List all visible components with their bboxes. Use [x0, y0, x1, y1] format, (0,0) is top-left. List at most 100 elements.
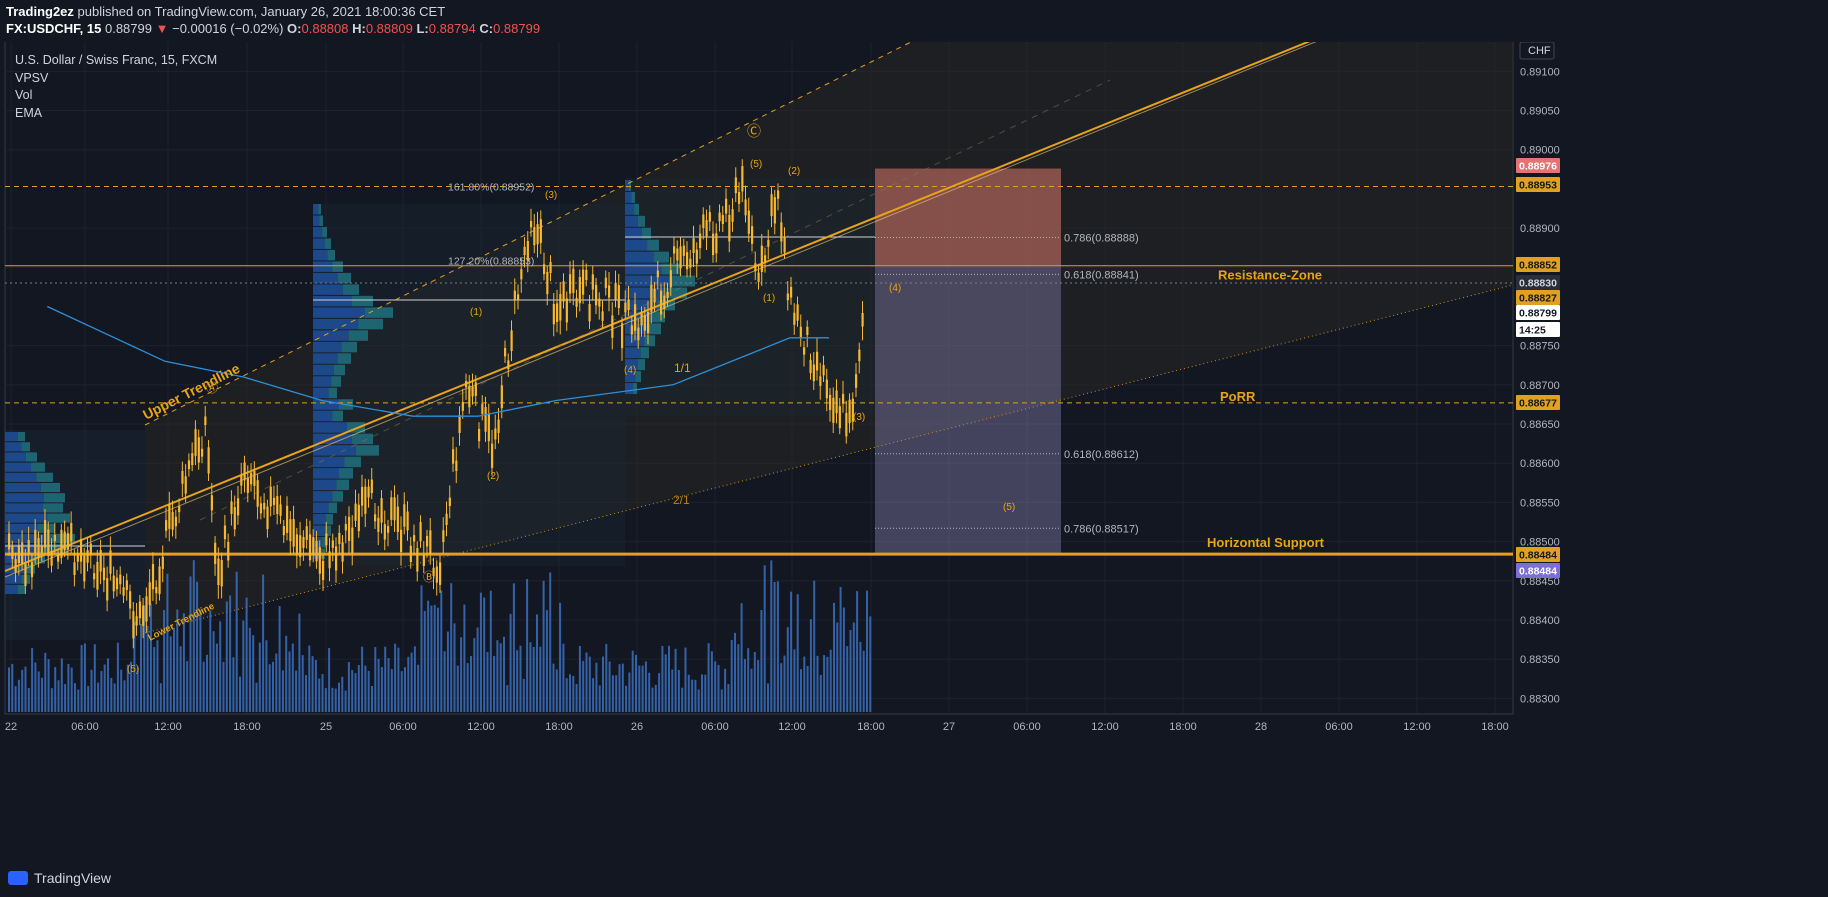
volume-bar — [542, 580, 545, 712]
candle-body — [210, 495, 213, 511]
candle-body — [728, 214, 731, 242]
volume-bar — [450, 583, 453, 712]
volume-bar — [842, 607, 845, 712]
close-value: 0.88799 — [493, 21, 541, 36]
candle-body — [835, 390, 838, 414]
vpsv-profile-1-bar — [5, 533, 51, 544]
volume-bar — [598, 685, 601, 712]
candle-body — [161, 556, 164, 569]
candle-body — [549, 262, 552, 273]
candle-body — [148, 582, 151, 605]
candle-body — [777, 190, 780, 199]
volume-bar — [116, 642, 119, 712]
volume-bar — [470, 655, 472, 712]
vpsv-profile-1-bar — [18, 584, 25, 594]
candle-body — [494, 428, 497, 440]
volume-bar — [856, 591, 859, 712]
ratio-label-1-1: 1/1 — [674, 361, 691, 375]
candle-body — [851, 398, 854, 422]
volume-bar — [529, 642, 532, 712]
candle-body — [806, 326, 809, 336]
candle-body — [194, 429, 197, 456]
volume-bar — [869, 616, 872, 712]
vpsv-profile-2-bar — [313, 376, 332, 387]
volume-bar — [826, 656, 829, 712]
volume-bar — [288, 651, 291, 712]
volume-bar — [206, 654, 208, 712]
volume-bar — [314, 660, 317, 712]
symbol-ticker[interactable]: FX:USDCHF, 15 — [6, 21, 102, 36]
vpsv-profile-1-bar — [5, 503, 43, 513]
vpsv-profile-1-bar — [37, 523, 55, 533]
volume-bar — [737, 644, 740, 712]
vpsv-profile-3-bar — [647, 239, 659, 251]
volume-bar — [710, 651, 713, 712]
candle-body — [604, 277, 607, 289]
vpsv-profile-2-bar — [313, 445, 356, 456]
candle-body — [627, 299, 630, 311]
candle-body — [429, 530, 432, 555]
volume-bar — [354, 673, 357, 712]
volume-bar — [97, 682, 100, 712]
vpsv-profile-1-bar — [5, 432, 18, 442]
candle-body — [562, 281, 565, 302]
vpsv-profile-3-bar — [670, 275, 695, 287]
candle-body — [591, 274, 594, 290]
candle-body — [217, 558, 220, 586]
vpsv-profile-3-bar — [631, 191, 635, 203]
x-tick-label: 27 — [943, 721, 955, 733]
currency-label: CHF — [1528, 45, 1551, 57]
tradingview-logo[interactable]: TradingView — [8, 870, 111, 886]
x-tick-label: 12:00 — [154, 721, 182, 733]
candle-body — [174, 516, 178, 527]
candle-body — [11, 546, 14, 559]
vpsv-profile-2-bar — [322, 226, 327, 238]
volume-bar — [377, 658, 380, 712]
candle-body — [47, 529, 50, 557]
open-label: O: — [287, 21, 302, 36]
candle-body — [125, 580, 128, 590]
candle-body — [102, 567, 106, 581]
candle-body — [640, 312, 643, 326]
candle-body — [653, 288, 656, 303]
legend-indicator-vpsv[interactable]: VPSV — [15, 70, 49, 85]
volume-bar — [555, 669, 558, 712]
candle-body — [478, 428, 481, 442]
volume-bar — [714, 661, 717, 712]
candle-body — [539, 219, 542, 243]
close-label: C: — [479, 21, 494, 36]
candle-body — [556, 303, 559, 322]
volume-bar — [67, 663, 70, 712]
ratio-label-2-1: 2/1 — [673, 493, 690, 507]
candle-body — [253, 470, 256, 486]
currency-box — [1519, 42, 1555, 60]
vpsv-profile-3-bar — [625, 263, 662, 275]
fib-label: 0.786(0.88888) — [1064, 232, 1139, 244]
candle-body — [286, 505, 289, 533]
volume-bar — [31, 648, 34, 712]
vpsv-profile-2-bar — [313, 399, 339, 410]
volume-bar — [232, 657, 235, 712]
legend-indicator-ema[interactable]: EMA — [15, 105, 43, 120]
volume-bar — [126, 664, 129, 712]
volume-bar — [783, 655, 786, 712]
legend-indicator-vol[interactable]: Vol — [15, 88, 33, 102]
y-tick-label: 0.89000 — [1520, 145, 1560, 157]
candle-body — [617, 285, 620, 309]
vpsv-profile-3-bar — [665, 287, 687, 299]
vpsv-profile-3-bar — [638, 215, 645, 227]
chart-canvas[interactable]: 0.786(0.88888) 0.618(0.88841) 0.618(0.8861… — [0, 42, 1828, 860]
volume-bar — [727, 684, 730, 712]
legend-title[interactable]: U.S. Dollar / Swiss Franc, 15, FXCM — [15, 53, 218, 67]
candle-body — [757, 272, 760, 282]
volume-bar — [27, 688, 30, 712]
candle-body — [220, 559, 223, 587]
vpsv-profile-2-bar — [348, 330, 368, 341]
author-name[interactable]: Trading2ez — [6, 4, 74, 19]
candle-body — [122, 587, 125, 596]
vpsv-profile-1-bar — [45, 544, 67, 554]
candle-body — [14, 559, 17, 573]
axis-price-tag-text: 0.88484 — [1519, 550, 1557, 562]
candle-body — [435, 566, 438, 583]
volume-bar — [677, 669, 680, 712]
